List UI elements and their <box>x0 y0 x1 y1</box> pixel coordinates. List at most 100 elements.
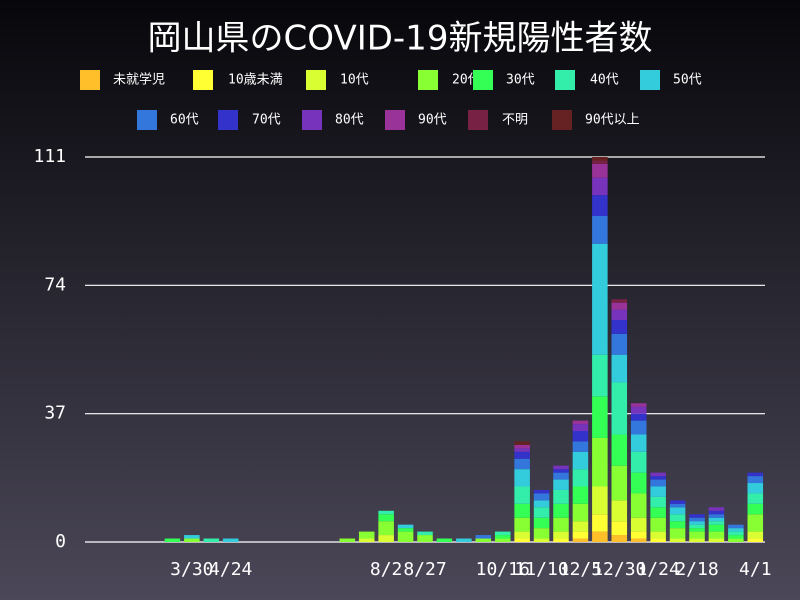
x-tick-label: 8/27 <box>403 559 446 580</box>
legend-swatch <box>137 110 157 130</box>
y-tick-label: 37 <box>44 403 66 424</box>
bar-segment <box>650 507 666 518</box>
legend-swatch <box>640 70 660 90</box>
bar-segment <box>514 451 530 459</box>
bar-segment <box>630 451 647 473</box>
bar-segment <box>630 434 647 452</box>
bar-segment <box>533 489 550 494</box>
legend-label: 不明 <box>502 113 528 128</box>
bar-segment <box>592 177 608 196</box>
bar-segment <box>689 521 705 525</box>
bar-segment <box>514 538 530 542</box>
bar-segment <box>630 531 647 539</box>
bar-segment <box>378 514 394 522</box>
x-tick-label: 11/10 <box>514 559 568 580</box>
chart-title: 岡山県のCOVID-19新規陽性者数 <box>148 19 653 59</box>
bar-segment <box>630 403 647 407</box>
bar-segment <box>669 507 686 515</box>
bar-segment <box>611 465 628 501</box>
bar-segment <box>611 382 628 435</box>
bar-segment <box>592 354 608 397</box>
x-tick-label: 4/24 <box>209 559 252 580</box>
bar-segment <box>630 517 647 532</box>
bar-segment <box>747 538 764 542</box>
bar-segment <box>728 524 744 529</box>
bar-segment <box>514 444 530 449</box>
bar-segment <box>630 420 647 435</box>
legend-swatch <box>468 110 488 130</box>
x-tick-label: 8/2 <box>370 559 403 580</box>
bar-segment <box>378 510 394 515</box>
bar-segment <box>592 243 608 355</box>
bar-segment <box>533 500 550 508</box>
bar-segment <box>747 483 764 494</box>
bar-segment <box>708 521 725 525</box>
bar-segment <box>728 538 744 542</box>
bar-segment <box>553 531 569 539</box>
legend-swatch <box>302 110 322 130</box>
bar-segment <box>650 538 666 542</box>
bar-segment <box>611 333 628 355</box>
legend-label: 50代 <box>673 73 702 88</box>
bar-segment <box>397 524 414 529</box>
bar-segment <box>592 163 608 178</box>
bar-segment <box>339 538 356 542</box>
bar-segment <box>592 160 608 164</box>
bar-segment <box>728 535 744 539</box>
x-tick-label: 2/18 <box>675 559 718 580</box>
bar-segment <box>572 431 589 442</box>
bar-segment <box>553 538 569 542</box>
legend-swatch <box>473 70 493 90</box>
bar-segment <box>533 528 550 539</box>
bar-segment <box>708 517 725 522</box>
bar-segment <box>630 538 647 542</box>
bar-segment <box>630 472 647 494</box>
legend-swatch <box>552 110 572 130</box>
bar-segment <box>533 517 550 529</box>
bar-segment <box>689 524 705 529</box>
bar-segment <box>747 472 764 477</box>
bar-segment <box>417 531 433 536</box>
bar-segment <box>553 472 569 480</box>
y-tick-label: 0 <box>55 531 66 552</box>
bar-segment <box>728 531 744 536</box>
x-tick-label: 10/16 <box>476 559 530 580</box>
bar-segment <box>708 531 725 539</box>
legend-swatch <box>218 110 238 130</box>
legend-label: 80代 <box>335 113 364 128</box>
bar-segment <box>184 535 200 539</box>
bar-segment <box>630 493 647 518</box>
legend-swatch <box>306 70 326 90</box>
bar-segment <box>611 535 628 542</box>
legend-label: 40代 <box>590 73 619 88</box>
bar-segment <box>222 538 239 542</box>
legend-label: 90代 <box>418 113 447 128</box>
bar-segment <box>514 517 530 532</box>
bar-segment <box>378 521 394 536</box>
bar-segment <box>708 507 725 511</box>
legend-swatch <box>193 70 213 90</box>
bar-segment <box>494 531 511 536</box>
legend-label: 30代 <box>506 73 535 88</box>
bar-segment <box>728 528 744 532</box>
legend-label: 10歳未満 <box>228 73 283 88</box>
bar-segment <box>572 424 589 432</box>
bar-segment <box>689 528 705 532</box>
legend-swatch <box>555 70 575 90</box>
legend-swatch <box>385 110 405 130</box>
bar-segment <box>747 493 764 504</box>
bar-segment <box>650 531 666 539</box>
bar-segment <box>689 517 705 522</box>
bar-segment <box>553 517 569 532</box>
bar-segment <box>689 538 705 542</box>
bar-segment <box>572 521 589 532</box>
bar-segment <box>397 531 414 542</box>
bar-segment <box>747 503 764 515</box>
bar-segment <box>417 535 433 542</box>
bar-segment <box>592 531 608 542</box>
bar-segment <box>572 538 589 542</box>
bar-segment <box>514 448 530 452</box>
bar-segment <box>611 309 628 321</box>
bar-segment <box>572 441 589 452</box>
bar-segment <box>533 507 550 518</box>
